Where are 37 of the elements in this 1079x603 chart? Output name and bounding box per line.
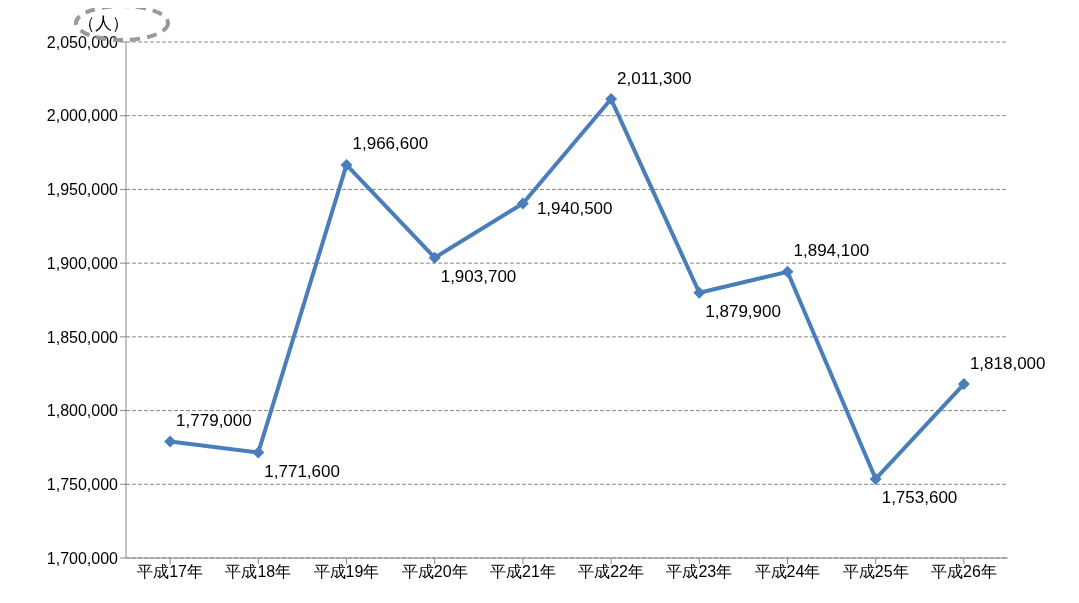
x-tick-label: 平成25年 — [842, 563, 909, 581]
x-tick-label: 平成18年 — [225, 563, 292, 581]
point — [516, 197, 529, 210]
point — [957, 378, 970, 391]
point — [605, 93, 618, 106]
x-tick-label: 平成17年 — [137, 563, 203, 581]
data-label: 1,940,500 — [536, 198, 613, 218]
y-tick-label: 1,850,000 — [46, 328, 119, 346]
data-label: 1,753,600 — [881, 488, 958, 508]
point — [693, 286, 706, 299]
y-tick-label: 1,750,000 — [46, 475, 119, 493]
point — [781, 265, 794, 278]
y-tick-label: 2,000,000 — [46, 107, 119, 125]
x-tick-label: 平成20年 — [401, 563, 468, 581]
x-tick-label: 平成23年 — [666, 563, 733, 581]
x-tick-label: 平成19年 — [313, 563, 380, 581]
data-label: 1,879,900 — [705, 302, 781, 322]
data-label: 1,966,600 — [352, 134, 429, 154]
data-label: 1,903,700 — [440, 267, 517, 287]
y-tick-label: 1,800,000 — [46, 402, 119, 420]
point — [869, 472, 882, 485]
x-tick-label: 平成21年 — [490, 563, 556, 581]
x-tick-label: 平成22年 — [578, 563, 644, 581]
x-tick-label: 平成26年 — [931, 563, 997, 581]
data-label: 1,818,000 — [969, 353, 1046, 373]
x-tick-label: 平成24年 — [754, 563, 821, 581]
point — [252, 446, 265, 459]
point — [428, 251, 441, 264]
y-tick-label: 1,950,000 — [46, 181, 119, 199]
y-tick-label: 1,700,000 — [46, 549, 119, 567]
data-label: 1,779,000 — [176, 411, 252, 431]
data-label: 1,894,100 — [793, 241, 870, 261]
point — [340, 158, 353, 171]
data-label: 1,771,600 — [264, 461, 340, 481]
y-axis-title: （人） — [78, 13, 129, 35]
data-label: 2,011,300 — [617, 68, 692, 88]
y-tick-label: 1,900,000 — [46, 254, 119, 272]
